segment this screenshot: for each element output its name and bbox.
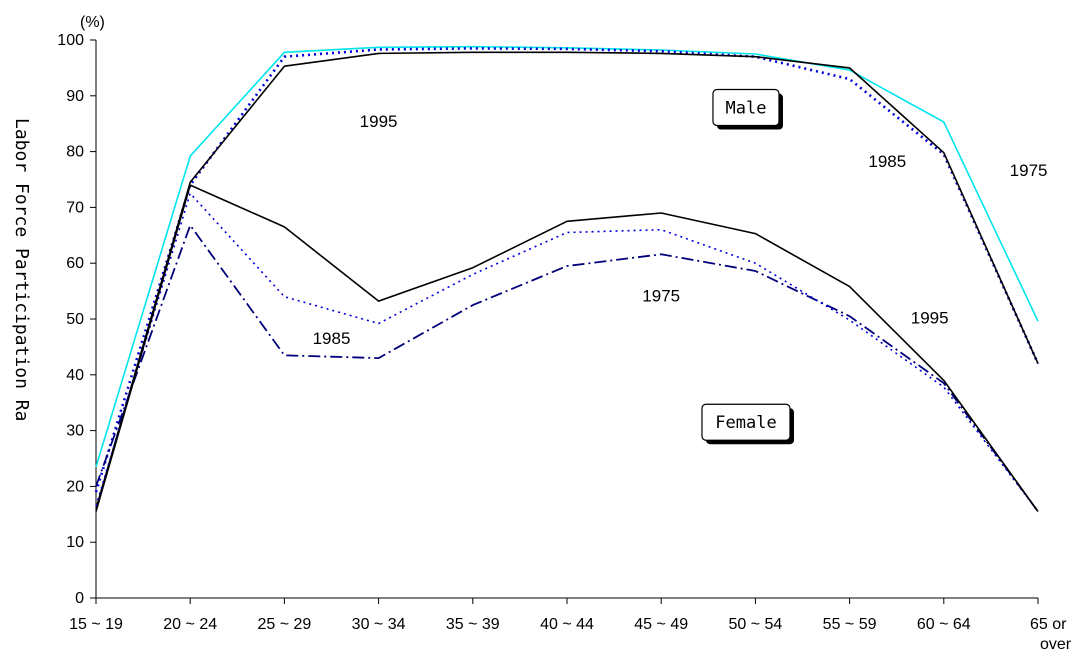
y-tick-label: 10 xyxy=(66,534,84,551)
x-tick-label: 50 ~ 54 xyxy=(728,616,782,633)
x-tick-label: 20 ~ 24 xyxy=(163,616,217,633)
y-tick-label: 80 xyxy=(66,144,84,161)
y-axis-label: Labor Force Participation Ra xyxy=(11,118,32,421)
label-box xyxy=(701,403,791,441)
x-tick-label: 35 ~ 39 xyxy=(446,616,500,633)
y-tick-label: 70 xyxy=(66,199,84,216)
series-lines xyxy=(94,45,1040,513)
y-tick-label: 50 xyxy=(66,311,84,328)
x-tick-label: 30 ~ 34 xyxy=(352,616,406,633)
x-tick-label: 45 ~ 49 xyxy=(634,616,688,633)
group-label-male: Male xyxy=(712,88,783,130)
annotations: 1995 1985 1975 1975 1985 1995 xyxy=(313,112,1048,348)
x-ticks: 15 ~ 19 20 ~ 24 25 ~ 29 30 ~ 34 35 ~ 39 40 ~ … xyxy=(69,598,1071,653)
series-annotation: 1995 xyxy=(360,112,398,131)
y-tick-label: 20 xyxy=(66,478,84,495)
x-tick-label: 15 ~ 19 xyxy=(69,616,123,633)
series-annotation: 1995 xyxy=(911,308,949,327)
y-ticks: 0 10 20 30 40 50 60 70 80 90 100 xyxy=(57,32,96,607)
x-tick-label: 65 or over xyxy=(1030,616,1071,653)
group-label-female: Female xyxy=(701,403,794,445)
series-annotation: 1985 xyxy=(313,329,351,348)
x-tick-label: 25 ~ 29 xyxy=(257,616,311,633)
series-line-female-1995 xyxy=(95,184,1039,512)
x-tick-label: 40 ~ 44 xyxy=(540,616,594,633)
y-tick-label: 100 xyxy=(57,32,84,49)
x-tick-label: 55 ~ 59 xyxy=(823,616,877,633)
y-tick-label: 0 xyxy=(75,590,84,607)
series-line-male-1985 xyxy=(94,47,1040,493)
y-tick-label: 90 xyxy=(66,88,84,105)
label-box-text: Male xyxy=(726,99,767,119)
label-box-text: Female xyxy=(715,413,776,433)
series-annotation: 1975 xyxy=(642,287,680,306)
y-tick-label: 40 xyxy=(66,367,84,384)
series-line-female-1985 xyxy=(95,192,1039,512)
x-tick-label: 60 ~ 64 xyxy=(917,616,971,633)
series-line-female-1975 xyxy=(95,224,1039,513)
label-box xyxy=(712,88,780,127)
group-labels: Male Female xyxy=(701,88,794,445)
y-tick-label: 60 xyxy=(66,255,84,272)
series-annotation: 1975 xyxy=(1010,161,1048,180)
series-line-male-1995 xyxy=(95,51,1039,509)
y-unit-label: (%) xyxy=(80,14,105,31)
series-annotation: 1985 xyxy=(868,152,906,171)
y-tick-label: 30 xyxy=(66,423,84,440)
